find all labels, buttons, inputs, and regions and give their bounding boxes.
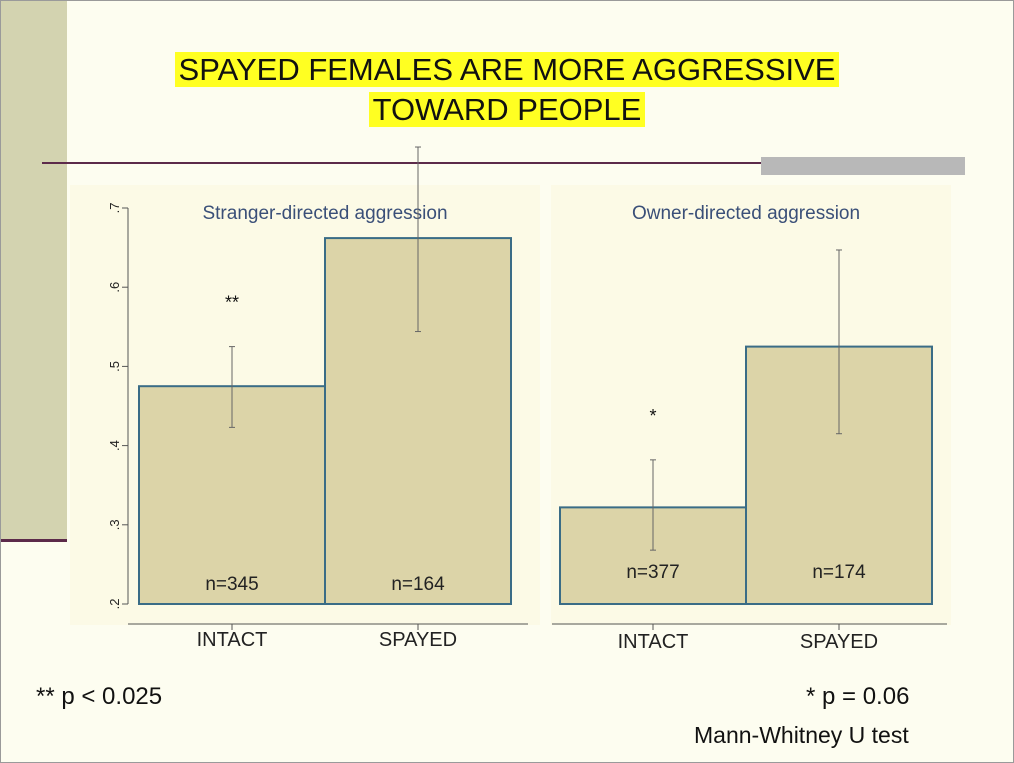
test-name: Mann-Whitney U test <box>694 722 909 748</box>
category-label: SPAYED <box>800 631 878 653</box>
n-label: n=345 <box>205 574 258 595</box>
n-label: n=174 <box>812 562 866 583</box>
title-highlight-2: TOWARD PEOPLE <box>368 92 646 127</box>
significance-note-left: ** p < 0.025 <box>36 683 163 710</box>
title-highlight-1: SPAYED FEMALES ARE MORE AGGRESSIVE <box>174 52 840 87</box>
significance-note-right: * p = 0.06 <box>806 683 910 710</box>
significance-marker: ** <box>225 293 239 313</box>
slide-title-line-1: SPAYED FEMALES ARE MORE AGGRESSIVE <box>0 52 1014 88</box>
y-tick-label: .2 <box>107 599 122 610</box>
y-tick-label: .7 <box>107 203 122 214</box>
title-divider <box>42 162 964 164</box>
n-label: n=377 <box>626 562 679 583</box>
n-label: n=164 <box>391 574 445 595</box>
slide-left-band <box>1 1 67 539</box>
panel-title: Stranger-directed aggression <box>202 203 447 224</box>
y-tick-label: .3 <box>107 519 122 530</box>
panel-title: Owner-directed aggression <box>632 203 860 224</box>
category-label: SPAYED <box>379 629 457 651</box>
y-tick-label: .5 <box>107 361 122 372</box>
accent-bar <box>761 157 965 175</box>
y-tick-label: .4 <box>107 440 122 451</box>
y-tick-label: .6 <box>107 282 122 293</box>
category-label: INTACT <box>618 631 689 653</box>
significance-marker: * <box>649 406 656 426</box>
slide-title-line-2: TOWARD PEOPLE <box>0 92 1014 128</box>
slide-left-band-line <box>1 539 67 542</box>
category-label: INTACT <box>197 629 268 651</box>
